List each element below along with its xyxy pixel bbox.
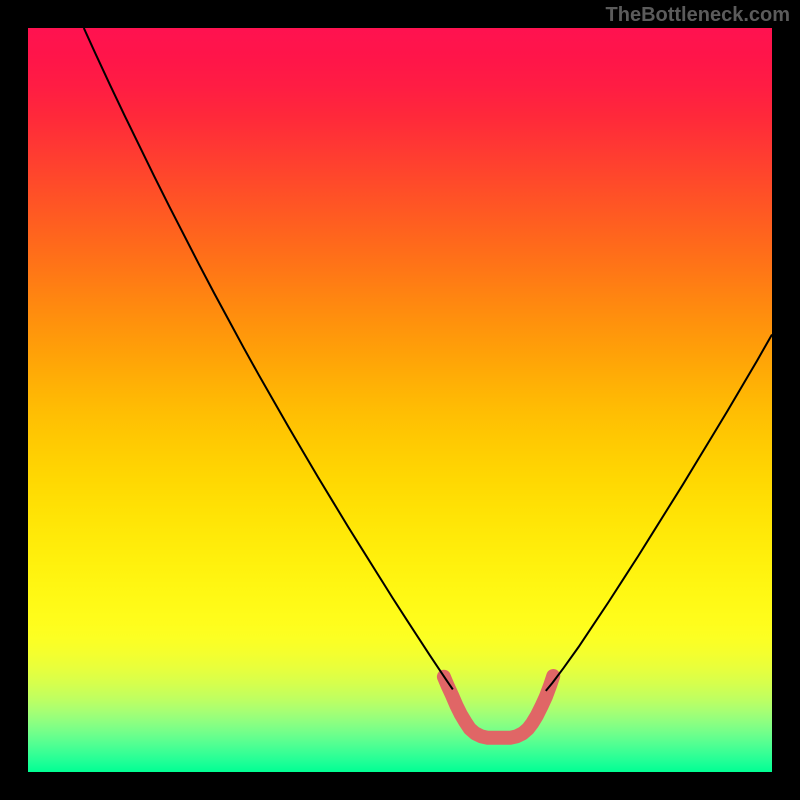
flat-marker-segment bbox=[444, 676, 553, 738]
right-ascending-curve bbox=[546, 335, 772, 691]
curves-layer bbox=[28, 28, 772, 772]
chart-frame: TheBottleneck.com bbox=[0, 0, 800, 800]
frame-border-bottom bbox=[0, 772, 800, 800]
frame-border-left bbox=[0, 0, 28, 800]
left-descending-curve bbox=[84, 28, 453, 689]
watermark-label: TheBottleneck.com bbox=[606, 4, 790, 27]
frame-border-right bbox=[772, 0, 800, 800]
plot-area bbox=[28, 28, 772, 772]
